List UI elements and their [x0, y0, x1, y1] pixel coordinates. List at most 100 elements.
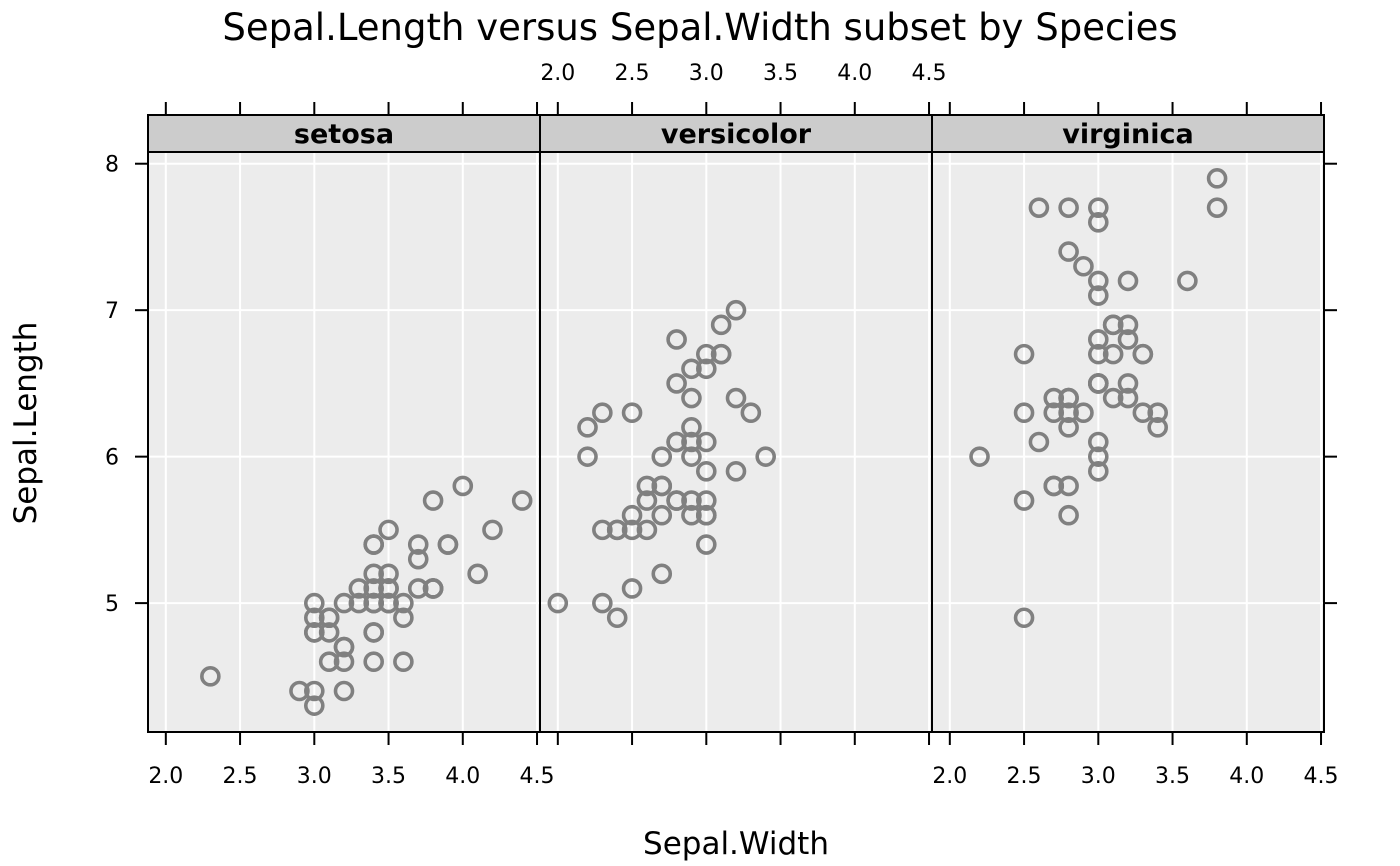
data-point — [303, 607, 325, 629]
data-point — [1206, 197, 1228, 218]
data-point — [333, 592, 355, 614]
data-point — [378, 578, 399, 599]
data-point — [1117, 329, 1139, 350]
data-point — [1147, 417, 1168, 438]
data-point — [363, 563, 385, 585]
data-point — [606, 519, 628, 541]
panel-versicolor: versicolor — [539, 114, 933, 733]
data-point — [407, 548, 429, 570]
data-point — [1206, 168, 1228, 189]
x-tick-label-bottom: 2.5 — [223, 764, 258, 789]
data-point — [363, 622, 385, 643]
data-point — [1147, 402, 1168, 424]
data-point — [651, 475, 673, 497]
data-point — [378, 519, 399, 541]
x-tick-label-bottom: 3.0 — [297, 764, 332, 789]
data-point — [725, 460, 747, 482]
data-point — [318, 651, 340, 673]
data-point — [1088, 343, 1109, 365]
data-point — [378, 592, 399, 614]
data-point — [1102, 314, 1124, 336]
panel-virginica: virginica — [931, 114, 1325, 733]
chart-title: Sepal.Length versus Sepal.Width subset b… — [222, 6, 1177, 49]
data-point — [303, 622, 325, 643]
data-point — [695, 358, 717, 380]
data-point — [407, 578, 429, 599]
data-point — [681, 358, 702, 380]
data-point — [318, 622, 340, 643]
strip-background — [147, 114, 541, 153]
y-tick-label: 5 — [105, 592, 119, 617]
data-point — [695, 343, 717, 365]
data-point — [1043, 475, 1065, 497]
data-point — [1043, 402, 1065, 424]
data-point — [1043, 387, 1065, 409]
x-tick-label-bottom: 3.5 — [1155, 764, 1190, 789]
x-tick-label-bottom: 2.0 — [932, 764, 967, 789]
strip-background — [931, 114, 1325, 153]
x-tick-label-bottom: 2.0 — [148, 764, 183, 789]
data-point — [681, 446, 702, 467]
plot-frame — [147, 114, 1325, 733]
data-point — [1102, 387, 1124, 409]
strip-label: setosa — [294, 119, 394, 150]
data-point — [1088, 197, 1109, 218]
data-point — [363, 592, 385, 614]
data-point — [1177, 270, 1198, 292]
y-tick-label: 6 — [105, 446, 119, 471]
data-point — [1117, 387, 1139, 409]
data-point — [348, 592, 370, 614]
y-tick-label: 7 — [105, 299, 119, 324]
data-point — [467, 563, 488, 585]
data-point — [592, 592, 613, 614]
data-point — [1088, 446, 1109, 467]
x-tick-label-top: 4.5 — [912, 61, 947, 86]
x-tick-label-bottom: 4.0 — [1229, 764, 1264, 789]
x-tick-label-bottom: 2.5 — [1007, 764, 1042, 789]
data-point — [200, 666, 221, 687]
data-point — [695, 504, 717, 526]
data-point — [378, 563, 399, 585]
data-point — [393, 651, 414, 673]
data-point — [592, 402, 613, 424]
data-point — [710, 314, 732, 336]
data-point — [1117, 270, 1139, 292]
data-point — [1132, 343, 1154, 365]
data-point — [651, 563, 673, 585]
data-point — [710, 343, 732, 365]
data-point — [666, 373, 687, 394]
data-point — [1028, 197, 1050, 218]
data-point — [651, 504, 673, 526]
data-point — [695, 460, 717, 482]
data-point — [651, 446, 673, 467]
data-point — [592, 519, 613, 541]
data-point — [1013, 607, 1035, 629]
data-point — [1058, 402, 1079, 424]
data-point — [606, 607, 628, 629]
data-point — [1013, 402, 1035, 424]
data-point — [681, 431, 702, 453]
data-point — [422, 490, 444, 511]
data-point — [695, 490, 717, 511]
data-point — [348, 578, 370, 599]
data-point — [725, 299, 747, 321]
panel-background — [932, 152, 1324, 732]
x-tick-label-top: 3.0 — [689, 61, 724, 86]
x-tick-label-top: 4.0 — [837, 61, 872, 86]
x-tick-label-top: 2.0 — [540, 61, 575, 86]
data-point — [333, 680, 355, 702]
x-tick-label-bottom: 4.5 — [1304, 764, 1339, 789]
data-point — [1117, 314, 1139, 336]
x-tick-label-bottom: 3.0 — [1081, 764, 1116, 789]
data-point — [1013, 490, 1035, 511]
data-point — [1058, 475, 1079, 497]
data-point — [695, 431, 717, 453]
data-point — [621, 519, 643, 541]
data-point — [1058, 387, 1079, 409]
data-point — [303, 592, 325, 614]
data-point — [1088, 270, 1109, 292]
data-point — [437, 534, 459, 555]
x-tick-label-bottom: 3.5 — [371, 764, 406, 789]
panel-setosa: setosa — [147, 114, 541, 733]
x-tick-label-top: 2.5 — [615, 61, 650, 86]
